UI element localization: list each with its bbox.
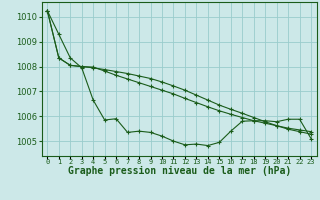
X-axis label: Graphe pression niveau de la mer (hPa): Graphe pression niveau de la mer (hPa) — [68, 166, 291, 176]
